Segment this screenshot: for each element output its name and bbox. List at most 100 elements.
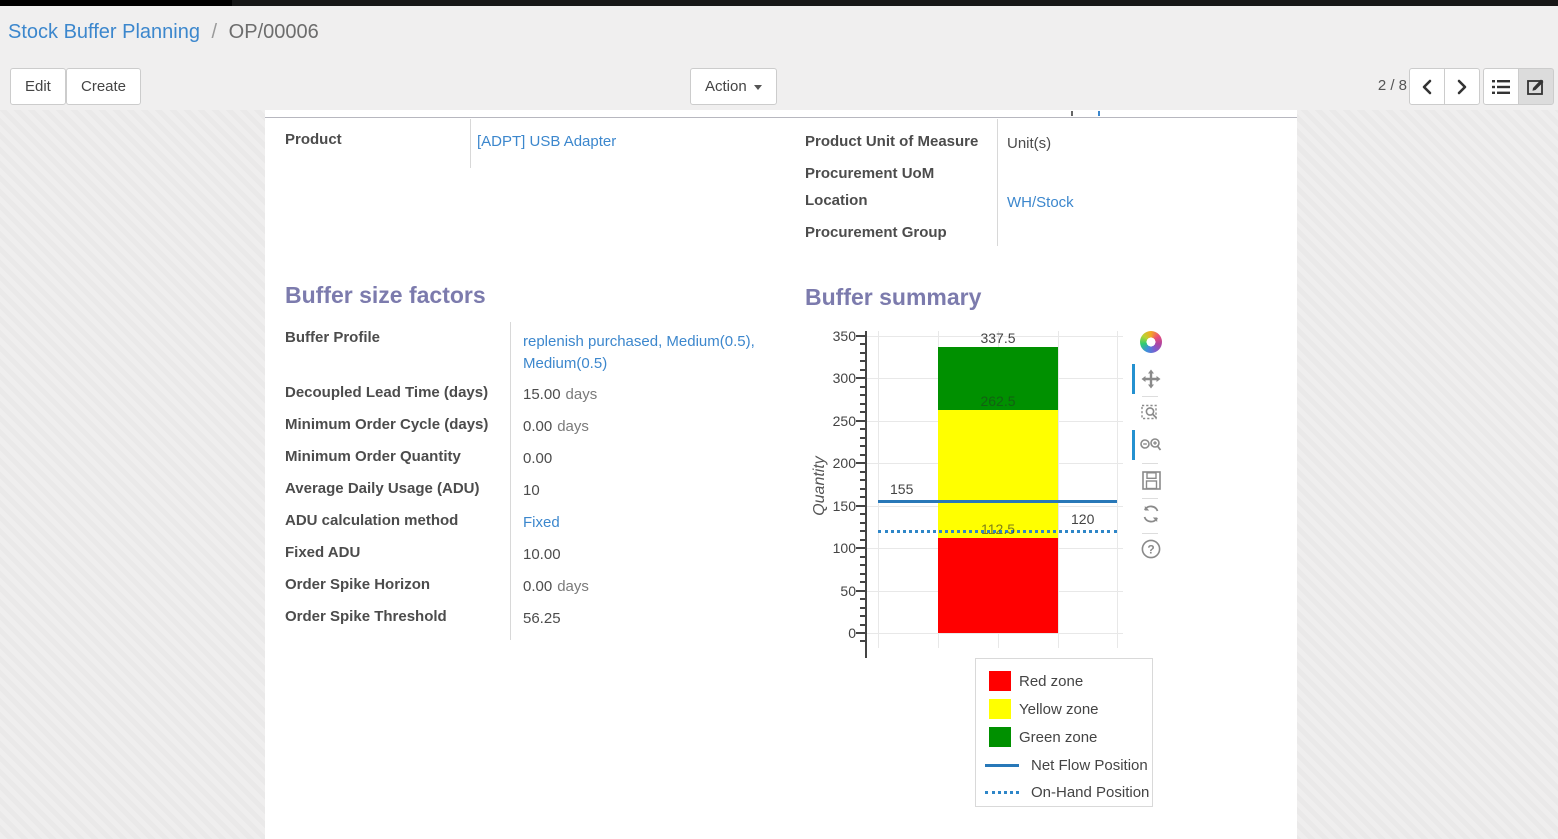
field-label-spike-threshold: Order Spike Threshold bbox=[285, 608, 447, 625]
field-label-location: Location bbox=[805, 192, 868, 209]
breadcrumb-current: OP/00006 bbox=[228, 21, 319, 43]
dlt-unit: days bbox=[565, 386, 598, 403]
buffer-profile-link[interactable]: replenish purchased, Medium(0.5), Medium… bbox=[523, 333, 755, 372]
section-title-buffer-size-factors: Buffer size factors bbox=[285, 282, 486, 308]
section-title-buffer-summary: Buffer summary bbox=[805, 284, 982, 310]
field-value-moq: 0.00 bbox=[523, 450, 553, 467]
x-gridline bbox=[1117, 331, 1118, 648]
edit-button[interactable]: Edit bbox=[10, 68, 66, 105]
y-minor-tick bbox=[860, 402, 865, 405]
moc-unit: days bbox=[557, 418, 589, 435]
on-hand-position-line bbox=[878, 530, 1117, 534]
legend-item-net-flow[interactable]: Net Flow Position bbox=[976, 751, 1154, 779]
y-minor-tick bbox=[860, 428, 865, 431]
y-minor-tick bbox=[860, 555, 865, 558]
y-major-tick bbox=[856, 547, 865, 550]
green-zone-bar bbox=[938, 346, 1058, 411]
pager-previous-button[interactable] bbox=[1409, 68, 1445, 105]
adu-method-link[interactable]: Fixed bbox=[523, 514, 560, 531]
field-label-product: Product bbox=[285, 131, 342, 148]
form-view-icon bbox=[1527, 79, 1544, 95]
solid-line-swatch-icon bbox=[985, 763, 1019, 767]
location-link[interactable]: WH/Stock bbox=[1007, 194, 1074, 211]
legend-item-green-zone[interactable]: Green zone bbox=[976, 723, 1154, 751]
save-image-icon[interactable] bbox=[1139, 468, 1163, 492]
view-switcher bbox=[1483, 68, 1554, 105]
y-minor-tick bbox=[860, 368, 865, 371]
yellow-zone-bar bbox=[938, 410, 1058, 538]
form-view-button[interactable] bbox=[1518, 68, 1554, 105]
create-button[interactable]: Create bbox=[66, 68, 142, 105]
box-zoom-icon[interactable] bbox=[1139, 400, 1163, 424]
y-minor-tick bbox=[860, 470, 865, 473]
field-label-fixed-adu: Fixed ADU bbox=[285, 544, 361, 561]
y-minor-tick bbox=[860, 496, 865, 499]
y-minor-tick bbox=[860, 530, 865, 533]
y-major-tick bbox=[856, 504, 865, 507]
list-view-icon bbox=[1492, 79, 1510, 94]
zoom-in-out-icon[interactable] bbox=[1139, 433, 1163, 457]
modebar-separator bbox=[1142, 498, 1158, 499]
red-zone-bar bbox=[938, 537, 1058, 633]
reset-axes-icon[interactable] bbox=[1139, 502, 1163, 526]
y-major-tick bbox=[856, 589, 865, 592]
y-minor-tick bbox=[860, 572, 865, 575]
y-tick-label: 300 bbox=[832, 370, 856, 387]
field-label-moq: Minimum Order Quantity bbox=[285, 448, 461, 465]
chevron-left-icon bbox=[1422, 79, 1432, 94]
field-value-dlt: 15.00 days bbox=[523, 386, 597, 403]
control-panel: Stock Buffer Planning / OP/00006 Edit Cr… bbox=[0, 6, 1558, 110]
pan-icon[interactable] bbox=[1139, 367, 1163, 391]
y-major-tick bbox=[856, 632, 865, 634]
field-label-buffer-profile: Buffer Profile bbox=[285, 329, 381, 346]
moc-value: 0.00 bbox=[523, 418, 553, 435]
list-view-button[interactable] bbox=[1483, 68, 1519, 105]
help-icon[interactable]: ? bbox=[1139, 537, 1163, 561]
y-major-tick bbox=[856, 377, 865, 380]
y-minor-tick bbox=[860, 453, 865, 456]
field-value-location: WH/Stock bbox=[1007, 194, 1074, 211]
buffer-summary-chart: 0 50 100 150 200 250 300 350 337.5 262.5 112.5 155 1… bbox=[833, 328, 1128, 648]
y-minor-tick bbox=[860, 606, 865, 609]
breadcrumb-parent-link[interactable]: Stock Buffer Planning bbox=[8, 21, 200, 43]
column-separator bbox=[997, 119, 998, 246]
plotly-logo-icon[interactable] bbox=[1139, 330, 1163, 354]
legend-item-yellow-zone[interactable]: Yellow zone bbox=[976, 695, 1154, 723]
net-flow-position-line bbox=[878, 500, 1117, 504]
y-major-tick bbox=[856, 462, 865, 465]
modebar-accent-bar bbox=[1132, 364, 1135, 394]
field-label-moc: Minimum Order Cycle (days) bbox=[285, 416, 489, 433]
pager-next-button[interactable] bbox=[1444, 68, 1480, 105]
y-major-tick bbox=[856, 335, 865, 337]
y-minor-tick bbox=[860, 513, 865, 516]
y-minor-tick bbox=[860, 487, 865, 490]
green-swatch-icon bbox=[989, 727, 1011, 747]
column-separator bbox=[510, 322, 511, 640]
legend-item-on-hand[interactable]: On-Hand Position bbox=[976, 778, 1154, 806]
field-value-spike-horizon: 0.00 days bbox=[523, 578, 589, 595]
product-link[interactable]: [ADPT] USB Adapter bbox=[477, 133, 617, 150]
y-minor-tick bbox=[860, 564, 865, 567]
top-menu-active-segment bbox=[0, 0, 232, 6]
modebar-separator bbox=[1142, 533, 1158, 534]
legend-label: Net Flow Position bbox=[1031, 756, 1148, 774]
chevron-down-icon bbox=[753, 84, 762, 90]
field-label-procurement-group: Procurement Group bbox=[805, 224, 947, 241]
field-value-spike-threshold: 56.25 bbox=[523, 610, 561, 627]
dlt-value: 15.00 bbox=[523, 386, 561, 403]
action-dropdown-button[interactable]: Action bbox=[690, 68, 777, 105]
legend-label: On-Hand Position bbox=[1031, 783, 1150, 801]
field-label-adu: Average Daily Usage (ADU) bbox=[285, 480, 480, 497]
field-value-adu-method: Fixed bbox=[523, 514, 560, 531]
y-minor-tick bbox=[860, 385, 865, 388]
legend-label: Red zone bbox=[1019, 672, 1084, 690]
field-value-product-uom: Unit(s) bbox=[1007, 135, 1052, 152]
field-label-adu-method: ADU calculation method bbox=[285, 512, 459, 529]
line-value-label: 120 bbox=[1071, 511, 1095, 528]
legend-item-red-zone[interactable]: Red zone bbox=[976, 667, 1154, 695]
y-minor-tick bbox=[860, 436, 865, 439]
y-minor-tick bbox=[860, 623, 865, 626]
field-value-product: [ADPT] USB Adapter bbox=[477, 133, 616, 150]
line-value-label: 155 bbox=[890, 481, 914, 498]
chevron-right-icon bbox=[1457, 79, 1467, 94]
